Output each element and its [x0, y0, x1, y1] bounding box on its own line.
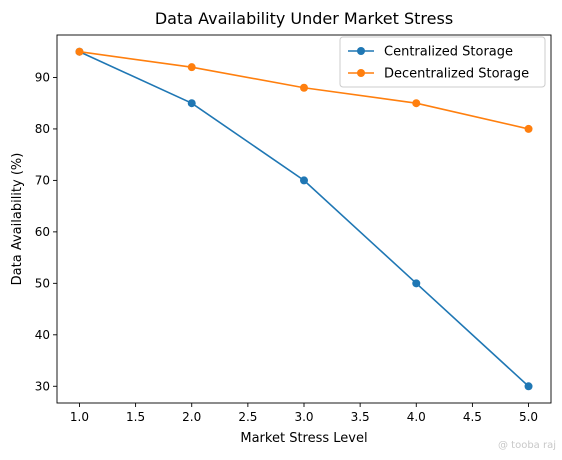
data-point	[300, 83, 308, 92]
series-line	[79, 51, 530, 387]
y-tick-label: 80	[35, 122, 50, 136]
y-tick-label: 90	[35, 70, 50, 84]
chart-title: Data Availability Under Market Stress	[155, 9, 453, 28]
y-axis-label: Data Availability (%)	[10, 153, 25, 286]
legend-label: Centralized Storage	[384, 45, 513, 60]
legend-marker	[357, 47, 365, 55]
y-tick-label: 50	[35, 276, 50, 290]
y-tick-label: 30	[35, 379, 50, 393]
data-point	[75, 47, 84, 56]
series-centralized-storage	[75, 47, 533, 391]
x-tick-label: 2.0	[182, 410, 201, 424]
x-tick-label: 4.5	[463, 410, 482, 424]
legend-marker	[357, 69, 365, 77]
legend-box	[339, 36, 546, 88]
data-point	[412, 279, 421, 288]
data-point	[300, 176, 308, 185]
y-tick-label: 70	[35, 173, 50, 187]
x-tick-label: 5.0	[519, 410, 538, 424]
y-tick-label: 40	[35, 328, 50, 342]
x-tick-label: 1.0	[70, 410, 89, 424]
x-axis-label: Market Stress Level	[240, 431, 367, 446]
y-tick-label: 60	[35, 225, 50, 239]
x-tick-label: 3.5	[351, 410, 370, 424]
watermark: @ tooba raj	[497, 440, 556, 451]
data-point	[187, 99, 196, 108]
data-point	[187, 63, 196, 72]
data-point	[524, 124, 533, 133]
data-point	[524, 382, 533, 391]
x-tick-label: 4.0	[407, 410, 426, 424]
legend-label: Decentralized Storage	[384, 67, 529, 82]
data-point	[412, 99, 421, 108]
x-tick-label: 2.5	[238, 410, 257, 424]
x-tick-label: 3.0	[294, 410, 313, 424]
x-tick-label: 1.5	[126, 410, 145, 424]
series-decentralized-storage	[75, 47, 533, 133]
